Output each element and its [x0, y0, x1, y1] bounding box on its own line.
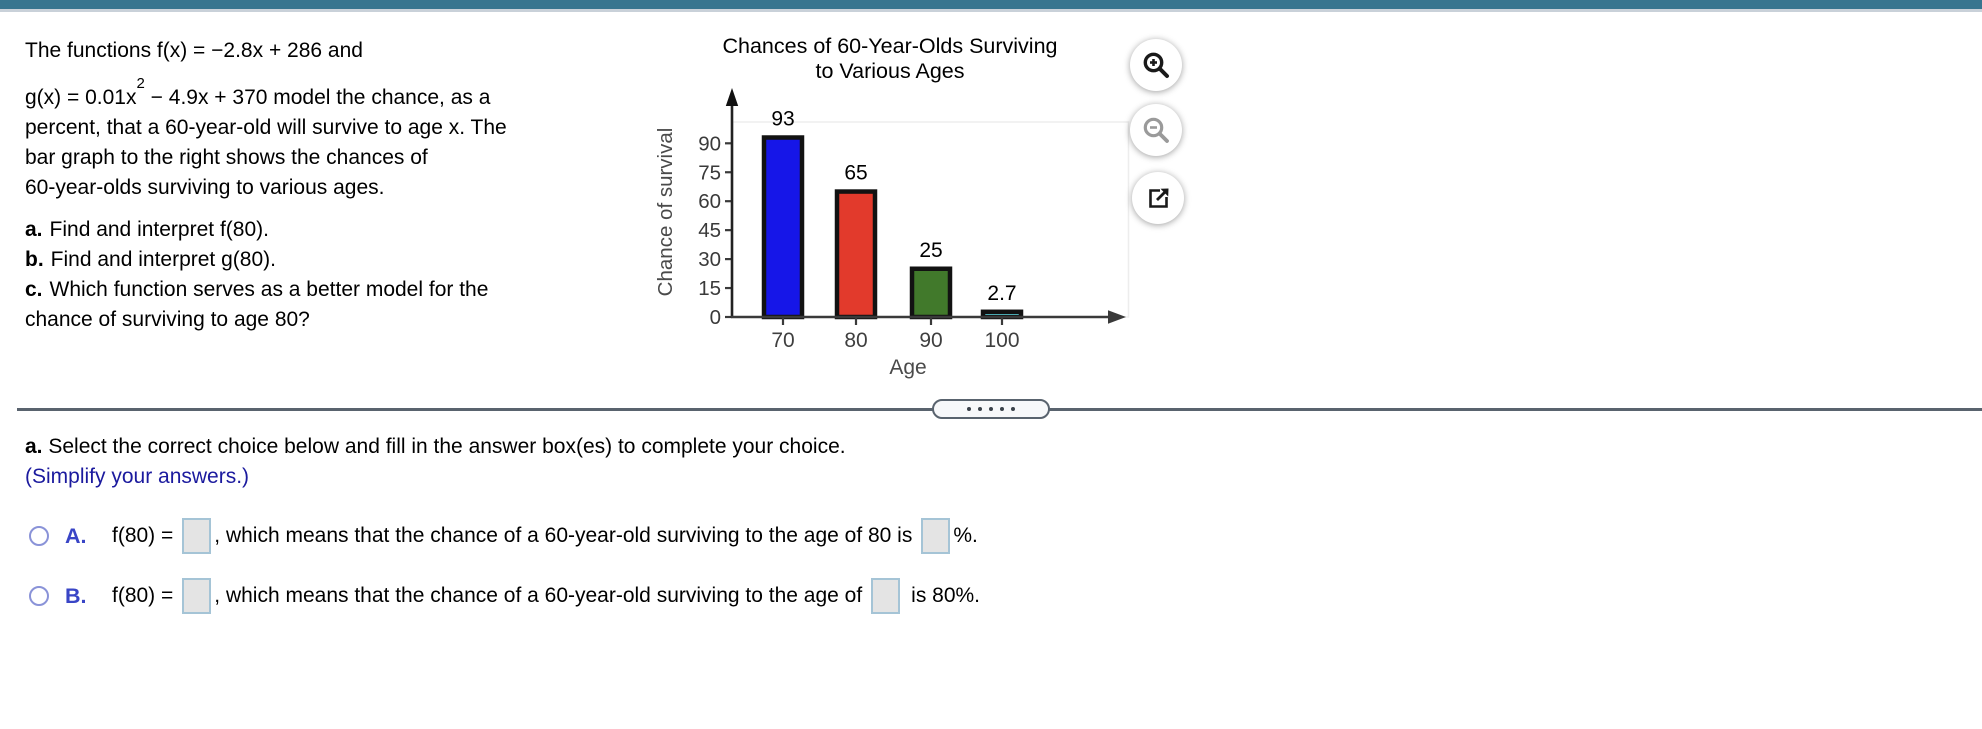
- y-axis-arrow: [725, 88, 739, 106]
- y-tick-label: 15: [698, 277, 721, 300]
- x-tick-label: 80: [844, 329, 867, 352]
- divider-handle-dot: [967, 407, 971, 411]
- bar-value-label: 2.7: [987, 282, 1016, 305]
- option-letter-a: A.: [65, 523, 87, 548]
- problem-line: 60-year-olds surviving to various ages.: [25, 176, 385, 199]
- option-row-a: A. f(80) = , which means that the chance…: [29, 514, 978, 558]
- option-row-b: B. f(80) = , which means that the chance…: [29, 574, 980, 618]
- answer-input-a1[interactable]: [182, 518, 212, 554]
- y-tick-label: 60: [698, 190, 721, 213]
- divider-drag-handle[interactable]: [932, 399, 1050, 419]
- top-accent-bar: [0, 0, 1982, 12]
- y-tick-label: 45: [698, 219, 721, 242]
- option-a-text: , which means that the chance of a 60-ye…: [214, 524, 913, 547]
- problem-line: The functions f(x) = −2.8x + 286 and: [25, 39, 363, 62]
- bar-value-label: 65: [844, 162, 867, 185]
- formula-rest: − 4.9x + 370 model the chance, as a: [144, 86, 491, 109]
- option-a-suffix: %.: [953, 524, 978, 547]
- answer-input-b1[interactable]: [182, 578, 212, 614]
- divider-handle-dot: [1011, 407, 1015, 411]
- y-tick-label: 0: [710, 306, 721, 329]
- formula-base: g(x) = 0.01x: [25, 86, 137, 109]
- radio-option-a[interactable]: [29, 526, 49, 546]
- zoom-in-button[interactable]: [1130, 39, 1182, 91]
- x-tick-label: 100: [984, 329, 1019, 352]
- bar-value-label: 93: [771, 108, 794, 131]
- problem-line: bar graph to the right shows the chances…: [25, 146, 428, 169]
- chart-title-line1: Chances of 60-Year-Olds Surviving: [722, 34, 1058, 58]
- option-b-expression: f(80) =: [112, 584, 174, 607]
- open-in-new-window-button[interactable]: [1132, 172, 1184, 224]
- answer-input-a2[interactable]: [921, 518, 951, 554]
- problem-parts: a. Find and interpret f(80). b. Find and i…: [25, 215, 665, 335]
- bar-age-70: [761, 135, 805, 320]
- y-tick-label: 75: [698, 161, 721, 184]
- divider-handle-dot: [1000, 407, 1004, 411]
- problem-line: percent, that a 60-year-old will survive…: [25, 116, 507, 139]
- simplify-note: (Simplify your answers.): [25, 465, 250, 488]
- radio-option-b[interactable]: [29, 586, 49, 606]
- bar-value-label: 25: [919, 239, 942, 262]
- bar-age-90: [909, 266, 953, 320]
- problem-part-b: b. Find and interpret g(80).: [25, 248, 276, 271]
- option-b-suffix: is 80%.: [911, 584, 981, 607]
- zoom-out-button[interactable]: [1130, 104, 1182, 156]
- bar-chart: 0 15 30 45 60 75 90 93 70 65 80 25 90 2.7 100 Age Chance…: [654, 88, 1130, 379]
- formula-exponent: 2: [136, 75, 145, 92]
- x-axis-arrow: [1108, 310, 1126, 324]
- option-b-text: , which means that the chance of a 60-ye…: [214, 584, 863, 607]
- zoom-in-icon: [1143, 52, 1169, 78]
- open-in-new-window-icon: [1149, 188, 1169, 208]
- x-tick-label: 70: [771, 329, 794, 352]
- bar-age-80: [834, 189, 878, 320]
- instruction-text: Select the correct choice below and fill…: [42, 435, 846, 458]
- option-a-expression: f(80) =: [112, 524, 174, 547]
- chart-title-line2: to Various Ages: [815, 59, 965, 83]
- y-tick-label: 90: [698, 132, 721, 155]
- zoom-out-icon: [1143, 117, 1169, 143]
- chart-title: Chances of 60-Year-Olds Surviving to Var…: [640, 34, 1140, 84]
- divider-handle-dot: [989, 407, 993, 411]
- x-tick-label: 90: [919, 329, 942, 352]
- x-axis-title: Age: [889, 356, 926, 379]
- problem-part-c-line2: chance of surviving to age 80?: [25, 308, 310, 331]
- problem-part-c: c. Which function serves as a better mode…: [25, 278, 489, 301]
- option-letter-b: B.: [65, 583, 87, 608]
- divider-handle-dot: [978, 407, 982, 411]
- problem-line-formula: g(x) = 0.01x2 − 4.9x + 370 model the cha…: [25, 75, 665, 113]
- y-axis-title: Chance of survival: [654, 128, 677, 297]
- answer-instruction: a. Select the correct choice below and f…: [25, 432, 846, 462]
- problem-statement: The functions f(x) = −2.8x + 286 and g(x…: [25, 36, 665, 335]
- instruction-part-label: a.: [25, 435, 43, 458]
- y-tick-label: 30: [698, 248, 721, 271]
- answer-input-b2[interactable]: [871, 578, 901, 614]
- problem-part-a: a. Find and interpret f(80).: [25, 218, 269, 241]
